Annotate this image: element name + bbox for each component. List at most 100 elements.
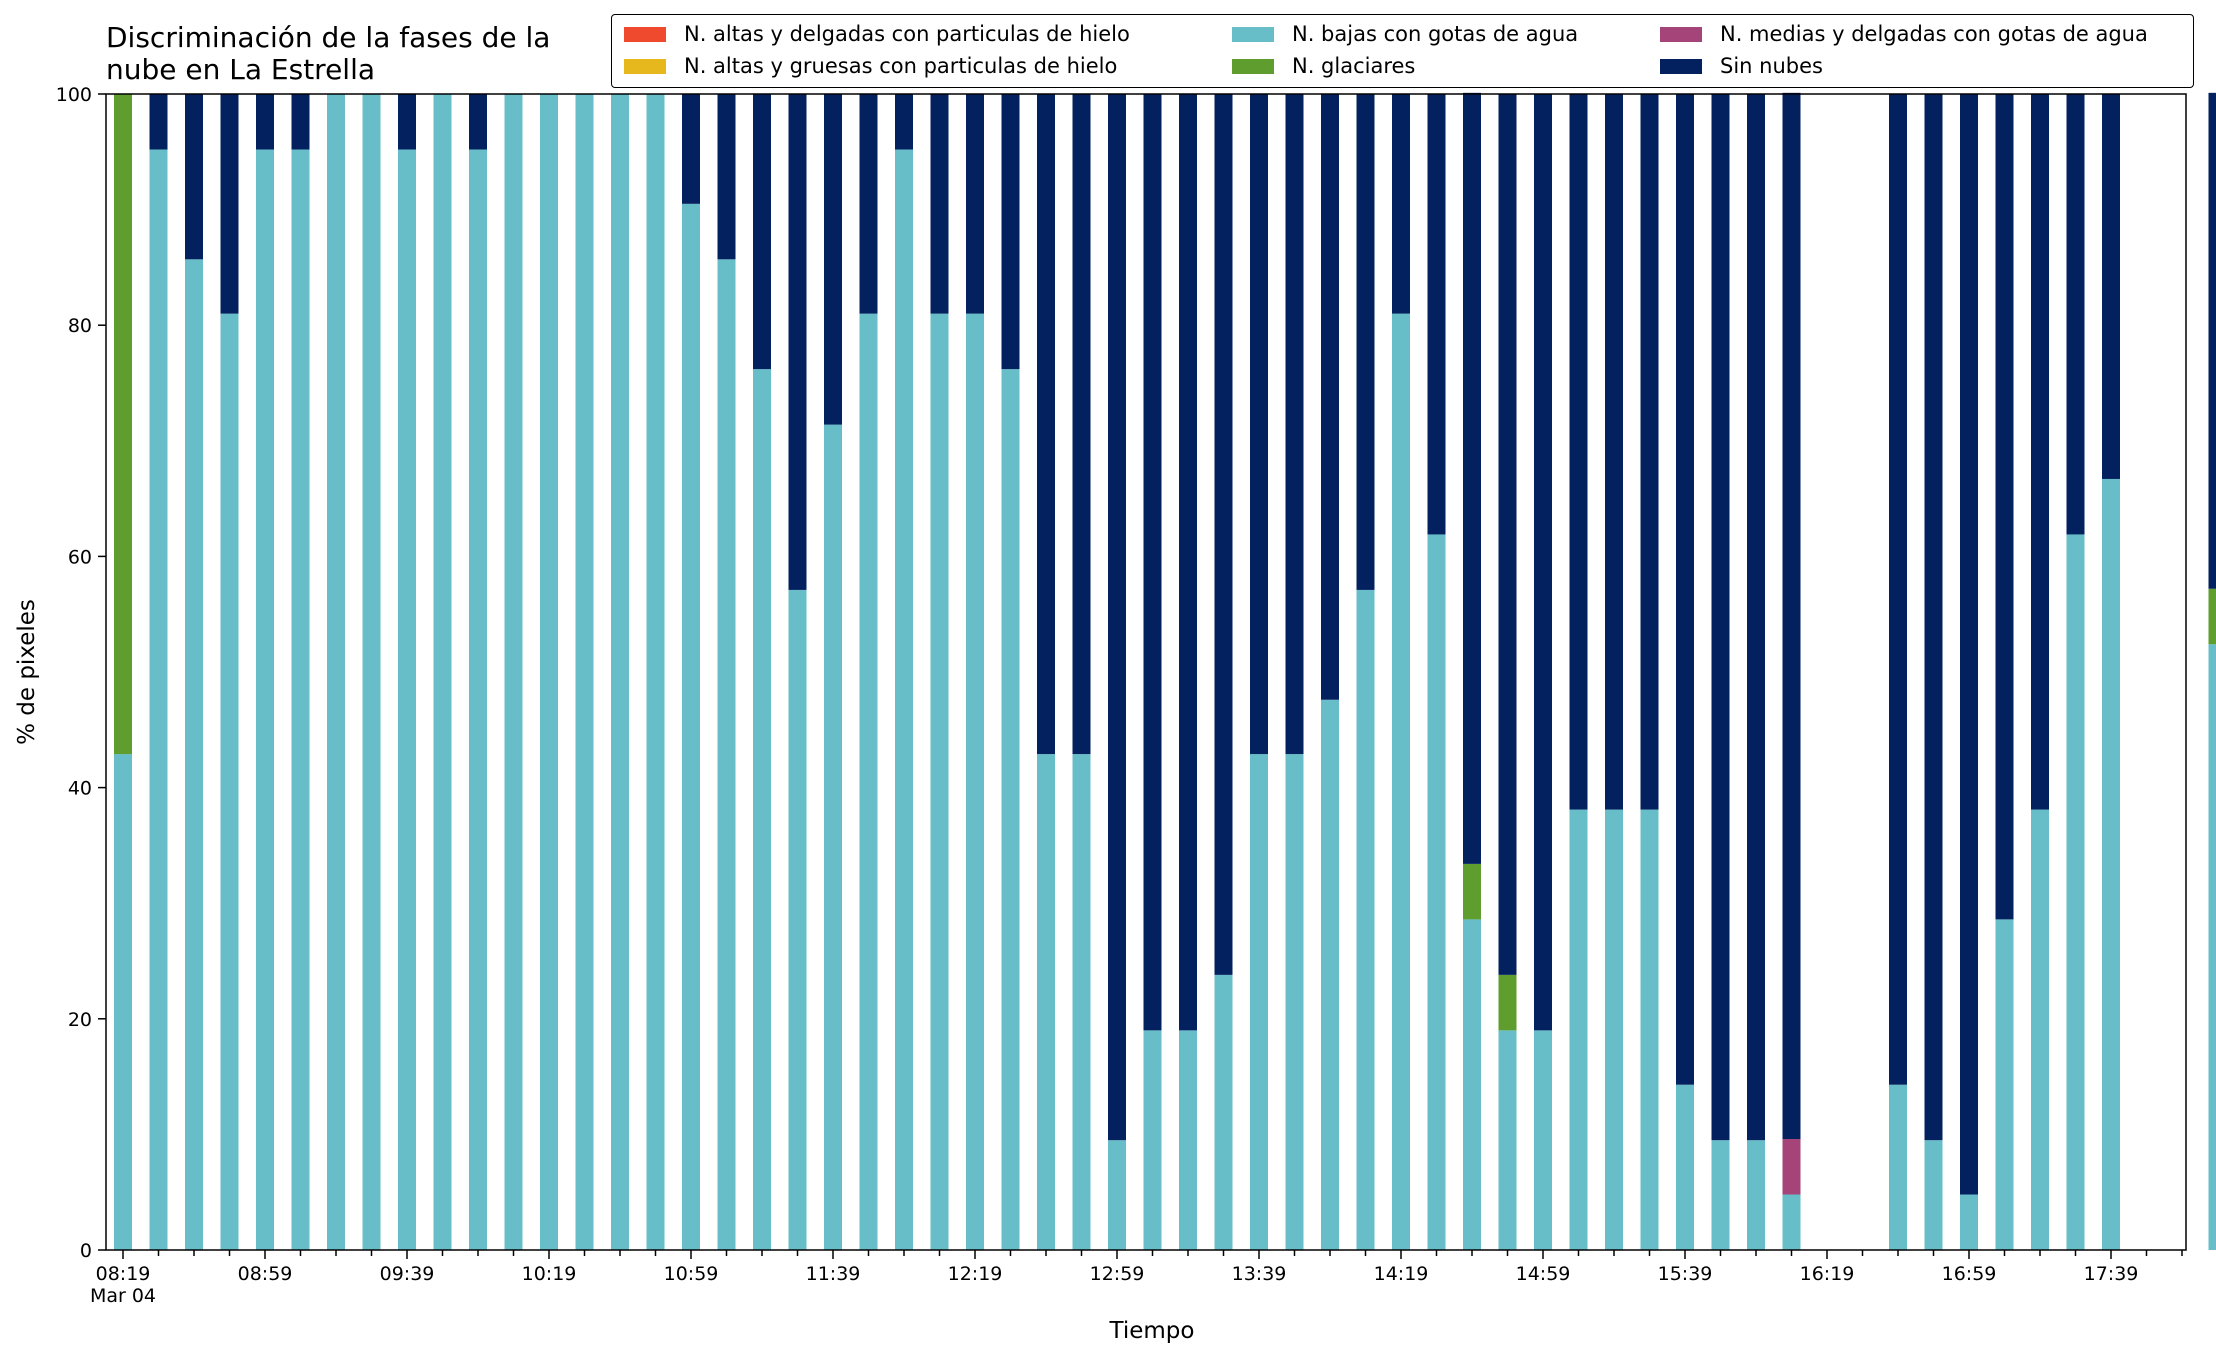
x-tick-label-0: 08:19 Mar 04 xyxy=(90,1263,156,1307)
y-axis-label: % de pixeles xyxy=(14,599,40,745)
x-tick-label-1: 08:59 xyxy=(238,1263,293,1285)
x-tick-label-13: 16:59 xyxy=(1942,1263,1997,1285)
legend-label: Sin nubes xyxy=(1720,54,1823,78)
y-tick-label-20: 20 xyxy=(68,1009,92,1031)
bar-segment-39-2 xyxy=(1498,1030,1517,1250)
bar-segment-10-5 xyxy=(469,94,487,150)
bar-segment-14-2 xyxy=(611,94,629,1250)
legend-swatch xyxy=(1232,58,1274,74)
bar-segment-32-5 xyxy=(1250,94,1268,755)
bar-segment-25-5 xyxy=(1001,94,1020,370)
bar-segment-21-5 xyxy=(859,94,878,314)
bar-segment-23-5 xyxy=(930,94,949,314)
bar-segment-5-5 xyxy=(291,94,310,150)
x-tick-label-7: 12:59 xyxy=(1090,1263,1145,1285)
bar-segment-50-2 xyxy=(1889,1084,1907,1250)
bar-segment-24-2 xyxy=(966,313,984,1250)
bar-segment-29-5 xyxy=(1143,94,1162,1031)
bar-segment-55-2 xyxy=(2066,534,2085,1250)
legend-item-2: N. bajas con gotas de agua xyxy=(1232,19,1578,49)
bar-segment-3-2 xyxy=(220,313,239,1250)
x-tick-label-10: 14:59 xyxy=(1516,1263,1571,1285)
bar-segment-6-2 xyxy=(327,94,345,1250)
bar-segment-42-2 xyxy=(1605,809,1623,1250)
bar-segment-31-2 xyxy=(1214,974,1233,1250)
bar-segment-20-5 xyxy=(824,94,842,425)
bar-segment-47-2 xyxy=(1782,1194,1801,1250)
bars-layer xyxy=(114,92,2216,1251)
bar-segment-52-2 xyxy=(1960,1194,1978,1250)
bar-segment-24-5 xyxy=(966,94,984,314)
bar-segment-39-5 xyxy=(1498,94,1517,975)
bar-segment-32-2 xyxy=(1250,754,1268,1250)
x-tick-label-3: 10:19 xyxy=(522,1263,577,1285)
legend-swatch xyxy=(1232,26,1274,42)
legend-label: N. altas y delgadas con particulas de hi… xyxy=(684,22,1130,46)
bar-segment-0-3 xyxy=(114,94,132,755)
bar-segment-11-2 xyxy=(504,94,523,1250)
bar-segment-5-2 xyxy=(291,149,310,1251)
bar-segment-46-5 xyxy=(1747,94,1765,1141)
bar-segment-1-2 xyxy=(149,149,168,1251)
bar-segment-12-2 xyxy=(540,94,558,1250)
bar-segment-2-2 xyxy=(185,259,203,1250)
bar-segment-18-2 xyxy=(753,369,771,1250)
bar-segment-55-5 xyxy=(2066,94,2085,535)
bar-segment-40-5 xyxy=(1534,94,1552,1031)
bar-segment-26-2 xyxy=(1037,754,1055,1250)
y-tick-label-40: 40 xyxy=(68,778,92,800)
bar-segment-37-2 xyxy=(1427,534,1446,1250)
bar-segment-4-5 xyxy=(256,94,274,150)
bar-segment-45-5 xyxy=(1711,94,1730,1141)
bar-segment-56-5 xyxy=(2102,94,2120,479)
x-tick-label-9: 14:19 xyxy=(1374,1263,1429,1285)
x-tick-label-11: 15:39 xyxy=(1658,1263,1713,1285)
bar-segment-31-5 xyxy=(1214,94,1233,975)
bar-segment-50-5 xyxy=(1889,94,1907,1085)
chart-title-line-2: nube en La Estrella xyxy=(106,53,376,86)
bar-segment-21-2 xyxy=(859,313,878,1250)
plot-frame xyxy=(105,93,2187,1251)
bar-segment-0-2 xyxy=(114,754,132,1250)
bar-segment-51-5 xyxy=(1924,94,1943,1141)
bar-segment-38-5 xyxy=(1463,92,1481,864)
legend-swatch xyxy=(624,58,666,74)
bar-segment-27-2 xyxy=(1072,754,1091,1250)
bar-segment-53-5 xyxy=(1995,94,2014,920)
bar-segment-52-5 xyxy=(1960,94,1978,1195)
bar-segment-28-5 xyxy=(1108,94,1126,1141)
legend-item-0: N. altas y delgadas con particulas de hi… xyxy=(624,19,1130,49)
bar-segment-41-5 xyxy=(1569,94,1588,810)
bar-segment-42-5 xyxy=(1605,94,1623,810)
legend-label: N. altas y gruesas con particulas de hie… xyxy=(684,54,1118,78)
bar-segment-8-5 xyxy=(398,94,416,150)
bar-segment-45-2 xyxy=(1711,1140,1730,1250)
legend: N. altas y delgadas con particulas de hi… xyxy=(611,14,2194,88)
bar-segment-38-3 xyxy=(1463,863,1481,920)
y-tick-label-0: 0 xyxy=(80,1240,92,1262)
bar-segment-1-5 xyxy=(149,94,168,150)
bar-segment-26-5 xyxy=(1037,94,1055,755)
bar-segment-43-5 xyxy=(1640,94,1659,810)
x-tick-label-12: 16:19 xyxy=(1800,1263,1855,1285)
bar-segment-51-2 xyxy=(1924,1140,1943,1250)
bar-segment-20-2 xyxy=(824,424,842,1250)
x-tick-label-2: 09:39 xyxy=(380,1263,435,1285)
legend-item-3: N. glaciares xyxy=(1232,51,1415,81)
bar-segment-35-5 xyxy=(1356,94,1375,590)
bar-segment-22-5 xyxy=(895,94,913,150)
bar-segment-36-5 xyxy=(1392,94,1410,314)
bar-segment-7-2 xyxy=(362,94,381,1250)
bar-segment-46-2 xyxy=(1747,1140,1765,1250)
bar-segment-54-2 xyxy=(2031,809,2049,1250)
x-tick-label-line: 08:19 xyxy=(96,1263,151,1285)
bar-segment-19-2 xyxy=(788,589,807,1250)
bar-segment-44-5 xyxy=(1676,94,1694,1085)
bar-segment-3-5 xyxy=(220,94,239,314)
bar-segment-16-2 xyxy=(682,203,700,1250)
bar-segment-29-2 xyxy=(1143,1030,1162,1250)
bar-segment-35-2 xyxy=(1356,589,1375,1250)
bar-segment-56-2 xyxy=(2102,478,2120,1250)
bar-segment-40-2 xyxy=(1534,1030,1552,1250)
